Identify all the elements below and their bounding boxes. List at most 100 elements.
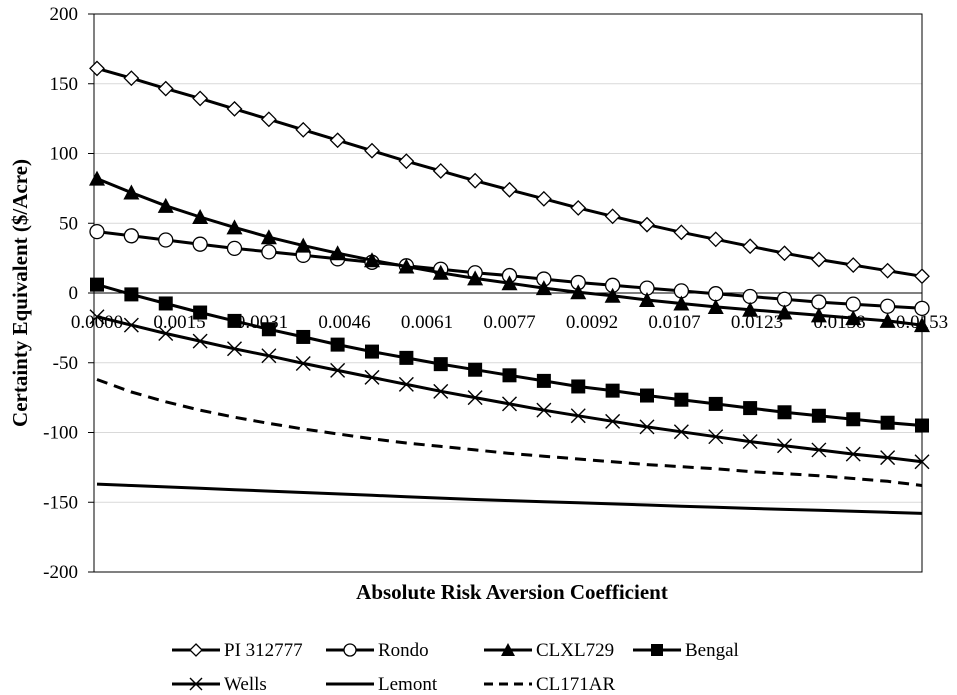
series-clxl729 (89, 170, 930, 333)
marker-circle (123, 228, 140, 244)
marker-x (192, 333, 208, 349)
marker-square (433, 357, 448, 372)
y-axis-ticks: 200 150 100 50 0 -50 -100 -150 -200 (43, 4, 94, 583)
series-line (96, 315, 923, 464)
x-axis-title: Absolute Risk Aversion Coefficient (356, 580, 668, 604)
y-tick-label: -150 (43, 492, 78, 513)
legend: PI 312777 Rondo CLXL729 Bengal Wells Lemont CL… (172, 640, 739, 695)
marker-square (536, 373, 551, 388)
legend-item-cl171ar: CL171AR (484, 674, 616, 695)
marker-square (846, 412, 861, 427)
marker-diamond (810, 251, 827, 268)
legend-label: Rondo (378, 640, 429, 661)
marker-square (124, 287, 139, 302)
marker-triangle (123, 184, 140, 200)
marker-diamond (914, 268, 930, 285)
marker-x (845, 446, 861, 462)
legend-item-wells: Wells (172, 674, 267, 695)
marker-circle (89, 223, 105, 240)
marker-square (468, 362, 483, 377)
series-line (96, 482, 923, 515)
legend-item-bengal: Bengal (633, 640, 739, 661)
marker-square (605, 383, 620, 398)
y-tick-label: 100 (50, 144, 79, 165)
marker-square (880, 415, 895, 430)
marker-triangle (364, 252, 380, 268)
marker-circle (742, 288, 758, 305)
y-tick-label: 0 (69, 283, 79, 304)
marker-square (296, 329, 311, 344)
legend-item-clxl729: CLXL729 (484, 640, 614, 661)
marker-square (571, 379, 586, 394)
marker-diamond (707, 231, 724, 248)
y-tick-label: -100 (43, 423, 78, 444)
marker-square (708, 396, 723, 411)
x-tick-label: 0.0000 (71, 312, 123, 333)
x-tick-label: 0.0061 (401, 312, 453, 333)
marker-x (708, 429, 724, 445)
marker-triangle (604, 287, 621, 303)
marker-x (880, 450, 896, 466)
marker-x (398, 376, 414, 392)
marker-circle (261, 244, 277, 260)
x-tick-label: 0.0031 (236, 312, 288, 333)
marker-triangle (398, 258, 415, 274)
marker-circle (708, 286, 724, 302)
marker-diamond (879, 262, 896, 279)
marker-circle (914, 300, 930, 316)
marker-square (365, 344, 379, 359)
marker-triangle (501, 275, 518, 291)
marker-triangle (501, 643, 515, 656)
marker-x (227, 341, 242, 357)
marker-x (811, 442, 827, 458)
y-tick-label: -50 (53, 353, 78, 374)
marker-square (651, 644, 663, 656)
marker-triangle (673, 295, 690, 311)
marker-x (330, 362, 346, 378)
y-tick-label: 50 (59, 213, 78, 234)
marker-diamond (260, 111, 277, 128)
marker-triangle (845, 310, 862, 326)
marker-diamond (295, 121, 312, 138)
series-group (89, 60, 930, 515)
marker-square (227, 313, 242, 328)
marker-square (811, 408, 826, 423)
legend-label: CL171AR (536, 674, 616, 695)
y-tick-label: 200 (50, 4, 79, 25)
marker-square (743, 401, 758, 416)
series-line (96, 177, 923, 327)
marker-square (158, 296, 173, 311)
marker-triangle (157, 197, 174, 213)
marker-diamond (467, 172, 484, 189)
marker-circle (192, 236, 208, 252)
marker-circle (776, 291, 793, 307)
marker-triangle (467, 270, 484, 286)
x-tick-label: 0.0138 (813, 312, 865, 333)
series-line (96, 66, 923, 278)
marker-diamond (89, 60, 105, 77)
series-lemont (96, 482, 923, 515)
marker-triangle (329, 245, 346, 261)
marker-diamond (432, 163, 449, 179)
x-axis-ticks: 0.0000 0.0015 0.0031 0.0046 0.0061 0.0077 0.00… (71, 312, 948, 333)
marker-diamond (501, 181, 518, 198)
marker-square (777, 405, 792, 420)
marker-circle (811, 294, 827, 310)
marker-x (502, 396, 517, 412)
marker-triangle (810, 307, 827, 323)
marker-diamond (776, 245, 793, 262)
marker-diamond (742, 238, 759, 255)
series-cl171ar (96, 378, 923, 487)
x-tick-label: 0.0077 (483, 312, 535, 333)
marker-x (433, 383, 449, 399)
marker-x (605, 413, 621, 429)
marker-x (364, 369, 380, 385)
marker-x (158, 325, 174, 341)
y-axis-title: Certainty Equivalent ($/Acre) (8, 159, 32, 427)
marker-square (502, 368, 517, 383)
marker-x (639, 419, 655, 435)
legend-item-lemont: Lemont (326, 674, 438, 695)
marker-square (674, 392, 689, 407)
marker-triangle (639, 291, 655, 307)
